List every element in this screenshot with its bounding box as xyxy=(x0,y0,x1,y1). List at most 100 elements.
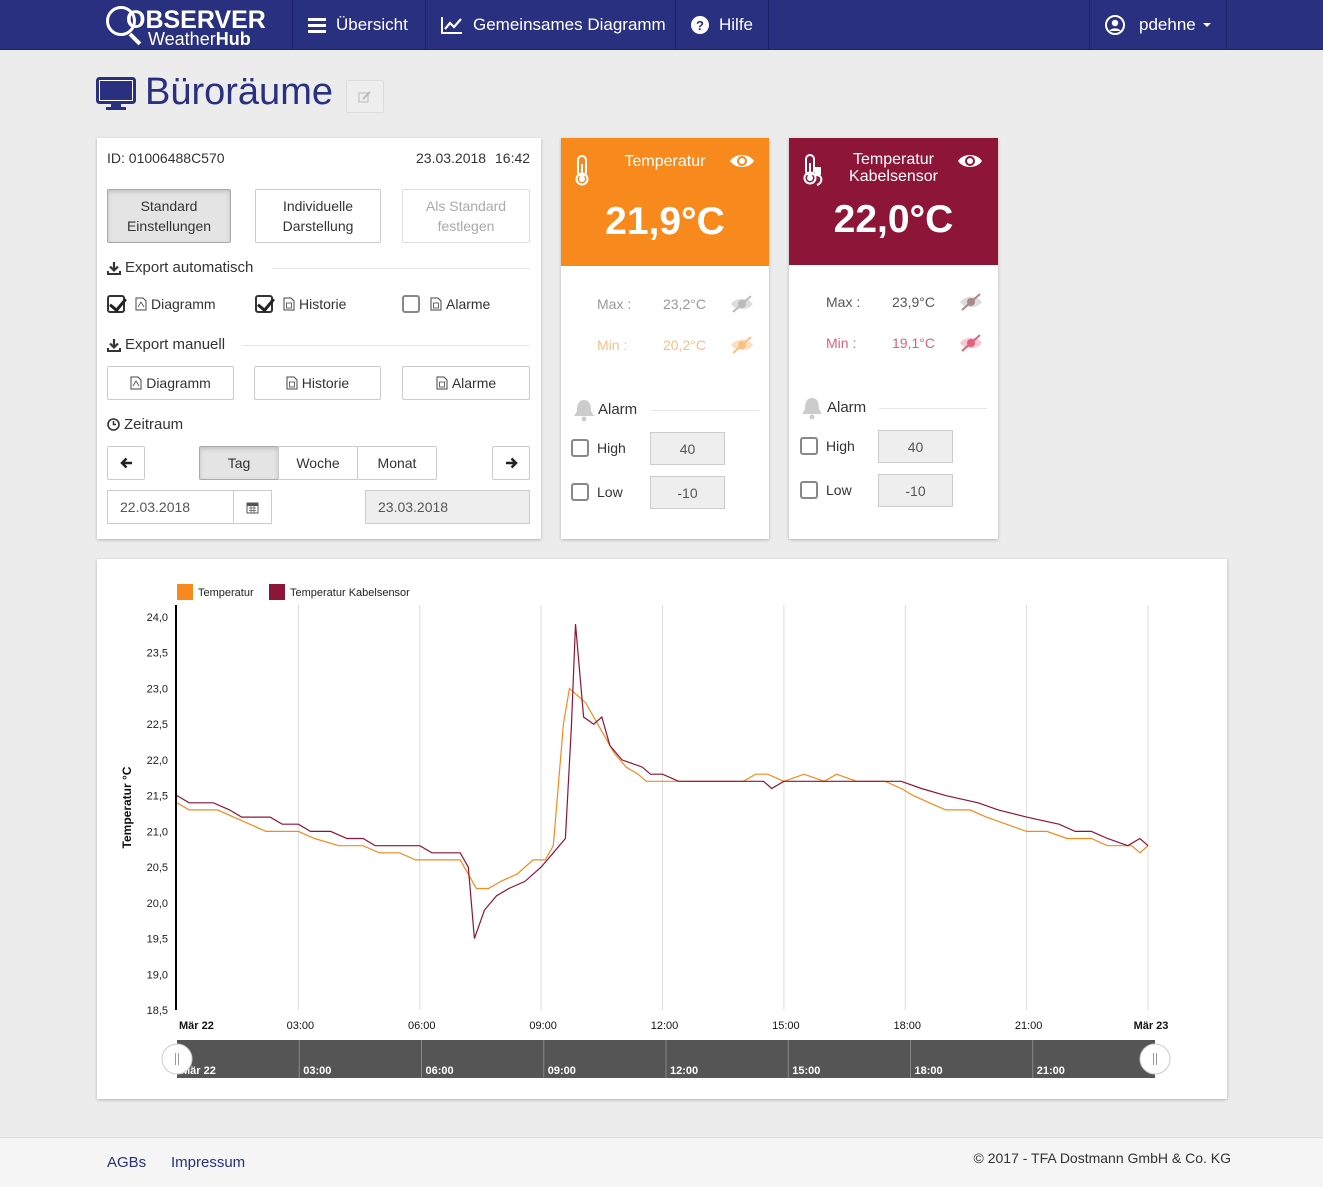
navigator-tick-label: 12:00 xyxy=(670,1065,698,1077)
max-value: 23,2°C xyxy=(663,296,706,312)
sensor-value: 22,0°C xyxy=(833,198,954,241)
alarm-heading: Alarm xyxy=(827,399,867,416)
arrow-left-icon xyxy=(119,457,132,469)
chart-panel: Temperatur Temperatur Kabelsensor 24,0 23,… xyxy=(97,559,1227,1099)
export-history-button[interactable]: Historie xyxy=(254,366,381,400)
tab-day[interactable]: Tag xyxy=(199,446,279,480)
x-tick-label: Mär 22 xyxy=(179,1020,214,1032)
y-tick-label: 21,0 xyxy=(147,826,168,838)
eye-slash-icon[interactable] xyxy=(729,295,755,313)
legend-label: Temperatur Kabelsensor xyxy=(290,587,410,599)
thermometer-cable-icon xyxy=(803,154,823,186)
device-date: 23.03.2018 xyxy=(416,150,487,166)
monitor-icon xyxy=(96,77,136,110)
alarm-high-input[interactable]: 40 xyxy=(878,430,953,463)
csv-file-icon xyxy=(286,376,298,390)
set-as-default-button[interactable]: Als Standard festlegen xyxy=(402,189,530,243)
export-auto-history-checkbox[interactable] xyxy=(255,295,273,313)
max-value: 23,9°C xyxy=(892,294,935,310)
export-auto-diagram-checkbox[interactable] xyxy=(107,295,125,313)
export-auto-diagram-label: Diagramm xyxy=(135,296,216,312)
y-tick-label: 21,5 xyxy=(147,791,168,803)
tab-month[interactable]: Monat xyxy=(357,446,437,480)
logo-line1: OBSERVER xyxy=(126,6,266,34)
eye-slash-icon[interactable] xyxy=(958,334,984,352)
navigator-tick-label: 21:00 xyxy=(1037,1065,1065,1077)
alarm-low-checkbox[interactable] xyxy=(571,483,589,501)
alarm-high-input[interactable]: 40 xyxy=(650,432,725,465)
date-from-input[interactable]: 22.03.2018 xyxy=(107,490,234,524)
min-value: 19,1°C xyxy=(892,335,935,351)
footer: AGBs Impressum © 2017 - TFA Dostmann Gmb… xyxy=(0,1137,1323,1187)
svg-text:?: ? xyxy=(696,18,704,33)
eye-slash-icon[interactable] xyxy=(958,293,984,311)
csv-file-icon xyxy=(436,376,448,390)
x-tick-label: 15:00 xyxy=(772,1020,800,1032)
download-icon xyxy=(107,338,121,352)
sensor-title: Temperatur xyxy=(624,153,706,170)
eye-icon[interactable] xyxy=(957,153,983,169)
observer-weatherhub-logo[interactable]: OBSERVER WeatherHub xyxy=(104,2,266,49)
alarm-low-input[interactable]: -10 xyxy=(878,474,953,507)
chart-navigator[interactable]: Mär 22 03:00 06:00 09:00 12:00 15:00 18:00 21:0… xyxy=(161,1040,1171,1078)
alarm-low-label: Low xyxy=(826,482,852,498)
export-diagram-button[interactable]: Diagramm xyxy=(107,366,234,400)
y-axis: 24,0 23,5 23,0 22,5 22,0 21,5 21,0 20,5 20,0 19,5… xyxy=(120,605,177,1017)
sensor-card-header: Temperatur 21,9°C xyxy=(561,138,769,266)
max-label: Max : xyxy=(826,294,861,310)
y-tick-label: 23,5 xyxy=(147,648,168,660)
navigator-tick-label: 15:00 xyxy=(792,1065,820,1077)
pdf-file-icon xyxy=(130,376,142,390)
y-tick-label: 23,0 xyxy=(147,683,168,695)
copyright: © 2017 - TFA Dostmann GmbH & Co. KG xyxy=(973,1150,1232,1166)
user-menu[interactable]: pdehne xyxy=(1105,0,1212,50)
agb-link[interactable]: AGBs xyxy=(107,1154,147,1171)
alarm-low-input[interactable]: -10 xyxy=(650,476,725,509)
alarm-high-checkbox[interactable] xyxy=(571,439,589,457)
date-to-input[interactable]: 23.03.2018 xyxy=(365,490,530,524)
clock-icon xyxy=(107,418,120,431)
series-line-temperature xyxy=(176,687,1149,890)
nav-shared-chart[interactable]: Gemeinsames Diagramm xyxy=(441,0,666,50)
standard-settings-button[interactable]: Standard Einstellungen xyxy=(107,189,231,243)
pdf-file-icon xyxy=(135,297,147,311)
impressum-link[interactable]: Impressum xyxy=(171,1154,246,1171)
user-circle-icon xyxy=(1105,15,1125,35)
legend-swatch xyxy=(269,584,285,600)
individual-view-button[interactable]: Individuelle Darstellung xyxy=(255,189,381,243)
legend-label: Temperatur xyxy=(198,587,254,599)
bell-icon xyxy=(574,400,594,422)
alarm-low-checkbox[interactable] xyxy=(800,481,818,499)
legend-swatch xyxy=(177,584,193,600)
min-label: Min : xyxy=(597,337,628,353)
temperature-line-chart[interactable]: Temperatur Temperatur Kabelsensor 24,0 23,… xyxy=(97,559,1227,1099)
nav-help[interactable]: ? Hilfe xyxy=(691,0,753,50)
line-chart-icon xyxy=(441,17,462,34)
navigator-handle-left[interactable] xyxy=(161,1043,193,1075)
max-label: Max : xyxy=(597,296,632,312)
period-next-button[interactable] xyxy=(492,446,530,480)
navigator-tick-label: 09:00 xyxy=(548,1065,576,1077)
export-alarms-button[interactable]: Alarme xyxy=(402,366,530,400)
eye-icon[interactable] xyxy=(729,153,755,169)
x-tick-label: 12:00 xyxy=(651,1020,679,1032)
nav-overview[interactable]: Übersicht xyxy=(308,0,408,50)
csv-file-icon xyxy=(430,297,442,311)
navigator-handle-right[interactable] xyxy=(1139,1043,1171,1075)
thermometer-icon xyxy=(575,155,589,186)
calendar-button[interactable] xyxy=(233,490,272,524)
tab-week[interactable]: Woche xyxy=(278,446,358,480)
navigator-tick-label: Mär 22 xyxy=(181,1065,216,1077)
chart-legend: Temperatur Temperatur Kabelsensor xyxy=(177,584,410,600)
settings-panel: ID: 01006488C570 23.03.2018 16:42 Standa… xyxy=(97,138,541,539)
alarm-high-label: High xyxy=(826,438,855,454)
x-tick-label: 21:00 xyxy=(1015,1020,1043,1032)
caret-down-icon xyxy=(1202,23,1211,27)
magnifier-icon xyxy=(106,6,136,36)
edit-title-button[interactable] xyxy=(346,80,384,113)
export-auto-alarms-checkbox[interactable] xyxy=(402,295,420,313)
alarm-high-checkbox[interactable] xyxy=(800,437,818,455)
menu-icon xyxy=(308,18,326,33)
eye-slash-icon[interactable] xyxy=(729,336,755,354)
period-prev-button[interactable] xyxy=(107,446,145,480)
